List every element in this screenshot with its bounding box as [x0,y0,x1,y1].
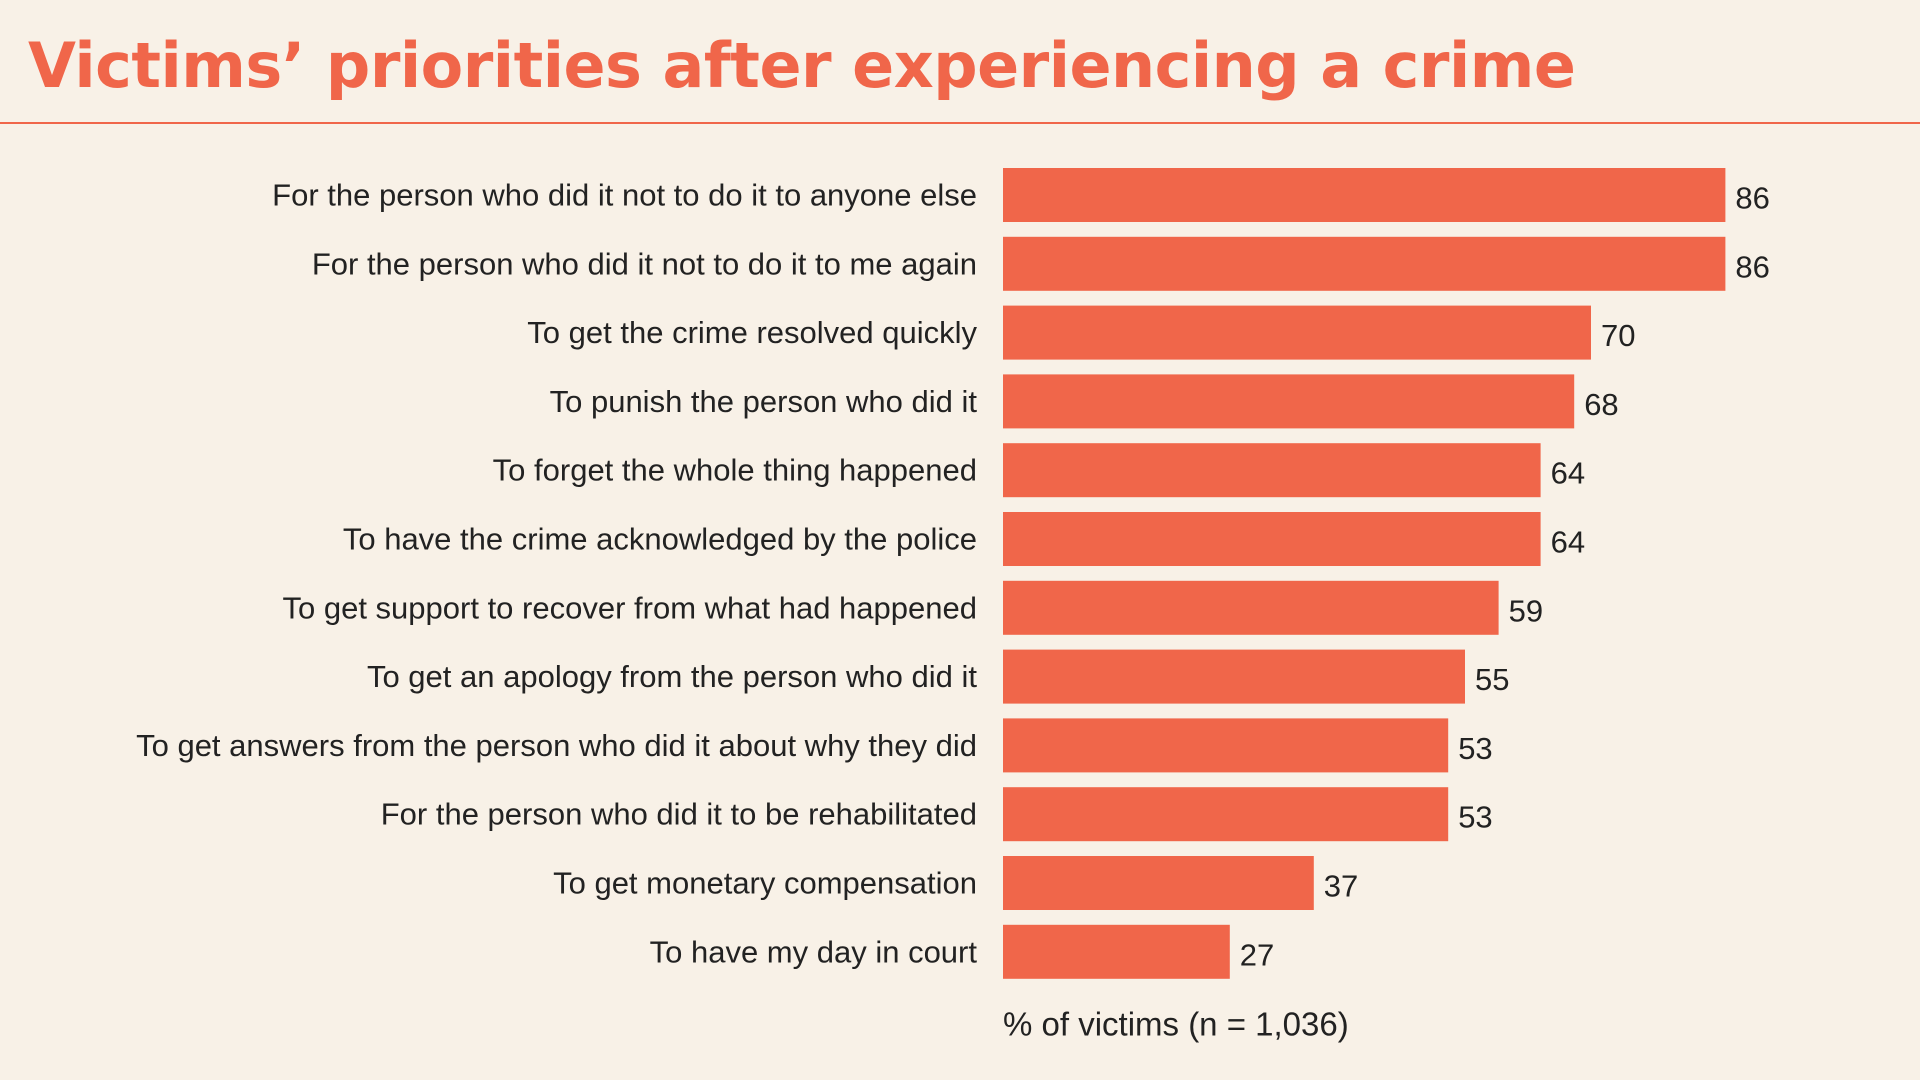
bar [1003,649,1465,704]
category-label: To get the crime resolved quickly [527,315,977,350]
bar [1003,512,1541,566]
category-label: To get monetary compensation [553,866,977,901]
bar [1003,787,1449,842]
category-label: For the person who did it not to do it t… [312,246,977,281]
bars [1003,168,1726,979]
title-divider [0,122,1920,124]
value-label: 64 [1551,525,1585,560]
bar [1003,856,1314,910]
category-label: To have the crime acknowledged by the po… [343,522,977,557]
category-label: To have my day in court [650,934,978,969]
chart-title: Victims’ priorities after experiencing a… [28,29,1576,102]
x-axis-label: % of victims (n = 1,036) [1003,1006,1349,1043]
category-label: For the person who did it not to do it t… [272,178,977,213]
bar [1003,580,1499,635]
category-label: To get an apology from the person who di… [367,659,977,694]
bar [1003,374,1575,429]
value-label: 86 [1735,249,1769,284]
value-label: 59 [1509,593,1543,628]
value-label: 37 [1324,869,1358,904]
bar [1003,924,1230,979]
bar [1003,236,1726,291]
bar [1003,718,1449,773]
category-labels: For the person who did it not to do it t… [136,178,977,970]
category-label: To forget the whole thing happened [493,453,977,488]
value-label: 55 [1475,662,1509,697]
value-label: 70 [1601,318,1635,353]
value-label: 64 [1551,456,1585,491]
category-label: To punish the person who did it [550,384,978,419]
bar [1003,305,1591,360]
bar [1003,443,1541,498]
bar [1003,168,1726,222]
value-label: 53 [1458,731,1492,766]
category-label: To get support to recover from what had … [283,590,978,625]
category-label: For the person who did it to be rehabili… [381,797,977,832]
category-label: To get answers from the person who did i… [136,728,977,763]
value-label: 27 [1240,937,1274,972]
value-label: 53 [1458,800,1492,835]
value-label: 86 [1735,181,1769,216]
value-label: 68 [1584,387,1618,422]
